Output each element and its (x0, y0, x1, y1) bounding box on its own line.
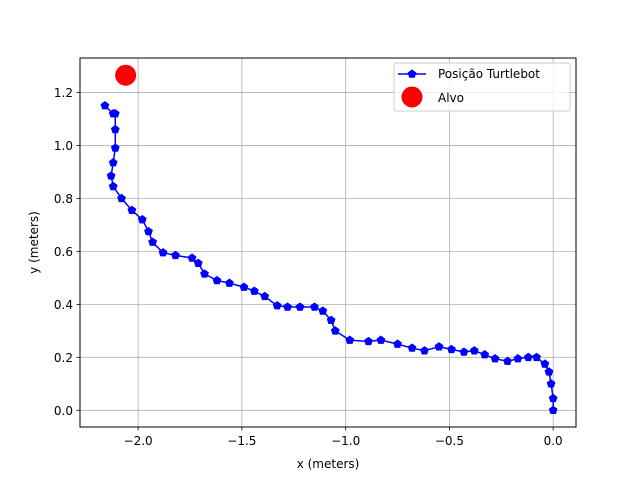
y-tick-label: 0.2 (54, 351, 73, 365)
trajectory-point (225, 278, 234, 287)
trajectory-point (532, 352, 541, 362)
trajectory-point (108, 158, 118, 167)
trajectory-point (546, 379, 556, 388)
trajectory-point (434, 342, 444, 351)
trajectory-point (503, 356, 512, 366)
trajectory-point (187, 253, 197, 262)
trajectory-point (110, 143, 120, 152)
y-axis-label: y (meters) (27, 211, 41, 274)
legend: Posição Turtlebot Alvo (393, 62, 571, 112)
trajectory-point (544, 367, 554, 376)
trajectory-point (171, 250, 180, 260)
trajectory-point (137, 214, 147, 224)
trajectory-point (548, 393, 558, 403)
target-point (115, 64, 137, 86)
trajectory-point (193, 258, 203, 268)
legend-marker-alvo (401, 86, 423, 108)
x-tick-label: −0.5 (435, 434, 464, 448)
trajectory-point (212, 275, 222, 285)
trajectory-point (117, 193, 126, 203)
legend-marker-turtlebot (407, 69, 417, 78)
axes-frame (79, 57, 577, 428)
trajectory-point (106, 171, 116, 180)
trajectory-point (540, 359, 550, 368)
plot-data (100, 64, 558, 415)
trajectory-point (523, 352, 533, 362)
trajectory-point (110, 124, 120, 134)
trajectory-point (393, 339, 402, 348)
x-tick-label: −2.0 (124, 434, 153, 448)
y-tick-label: 0.8 (54, 192, 73, 206)
trajectory-point (376, 335, 386, 344)
trajectory-point (480, 350, 490, 359)
trajectory-point (447, 344, 456, 354)
trajectory-point (108, 109, 118, 118)
legend-box (393, 62, 571, 112)
trajectory-point (326, 315, 336, 324)
trajectory-point (364, 336, 373, 346)
trajectory-point (158, 248, 168, 257)
trajectory-point (260, 291, 270, 301)
trajectory-point (469, 346, 479, 355)
trajectory-point (272, 301, 282, 310)
trajectory-point (330, 326, 340, 335)
trajectory-point (490, 354, 500, 363)
trajectory-point (318, 306, 328, 315)
x-tick-label: −1.5 (227, 434, 256, 448)
legend-label-alvo: Alvo (438, 91, 464, 105)
trajectory-point (513, 354, 523, 363)
trajectory-point (295, 302, 305, 311)
y-tick-label: 0.0 (54, 404, 73, 418)
trajectory-point (144, 226, 153, 236)
trajectory-point (548, 405, 558, 415)
trajectory-point (459, 347, 469, 356)
trajectory-point (283, 302, 292, 311)
x-tick-label: 0.0 (544, 434, 563, 448)
trajectory-point (345, 335, 355, 344)
legend-label-turtlebot: Posição Turtlebot (438, 67, 540, 81)
trajectory-point (108, 181, 118, 191)
y-tick-label: 0.4 (54, 298, 73, 312)
trajectory-point (100, 101, 110, 110)
trajectory-point (239, 282, 249, 291)
x-axis-label: x (meters) (297, 457, 360, 471)
y-tick-label: 1.0 (54, 139, 73, 153)
x-tick-label: −1.0 (331, 434, 360, 448)
trajectory-point (200, 269, 209, 278)
y-tick-label: 0.6 (54, 245, 73, 259)
trajectory-point (127, 205, 137, 215)
trajectory-point (310, 302, 319, 311)
trajectory-point (420, 346, 429, 355)
axis-ticks: −2.0 −1.5 −1.0 −0.5 0.0 0.0 0.2 0.4 0.6 0.8 1.0 1.2 (54, 86, 563, 448)
y-tick-label: 1.2 (54, 86, 73, 100)
trajectory-point (148, 237, 158, 246)
trajectory-point (407, 343, 417, 352)
trajectory-point (249, 286, 259, 295)
